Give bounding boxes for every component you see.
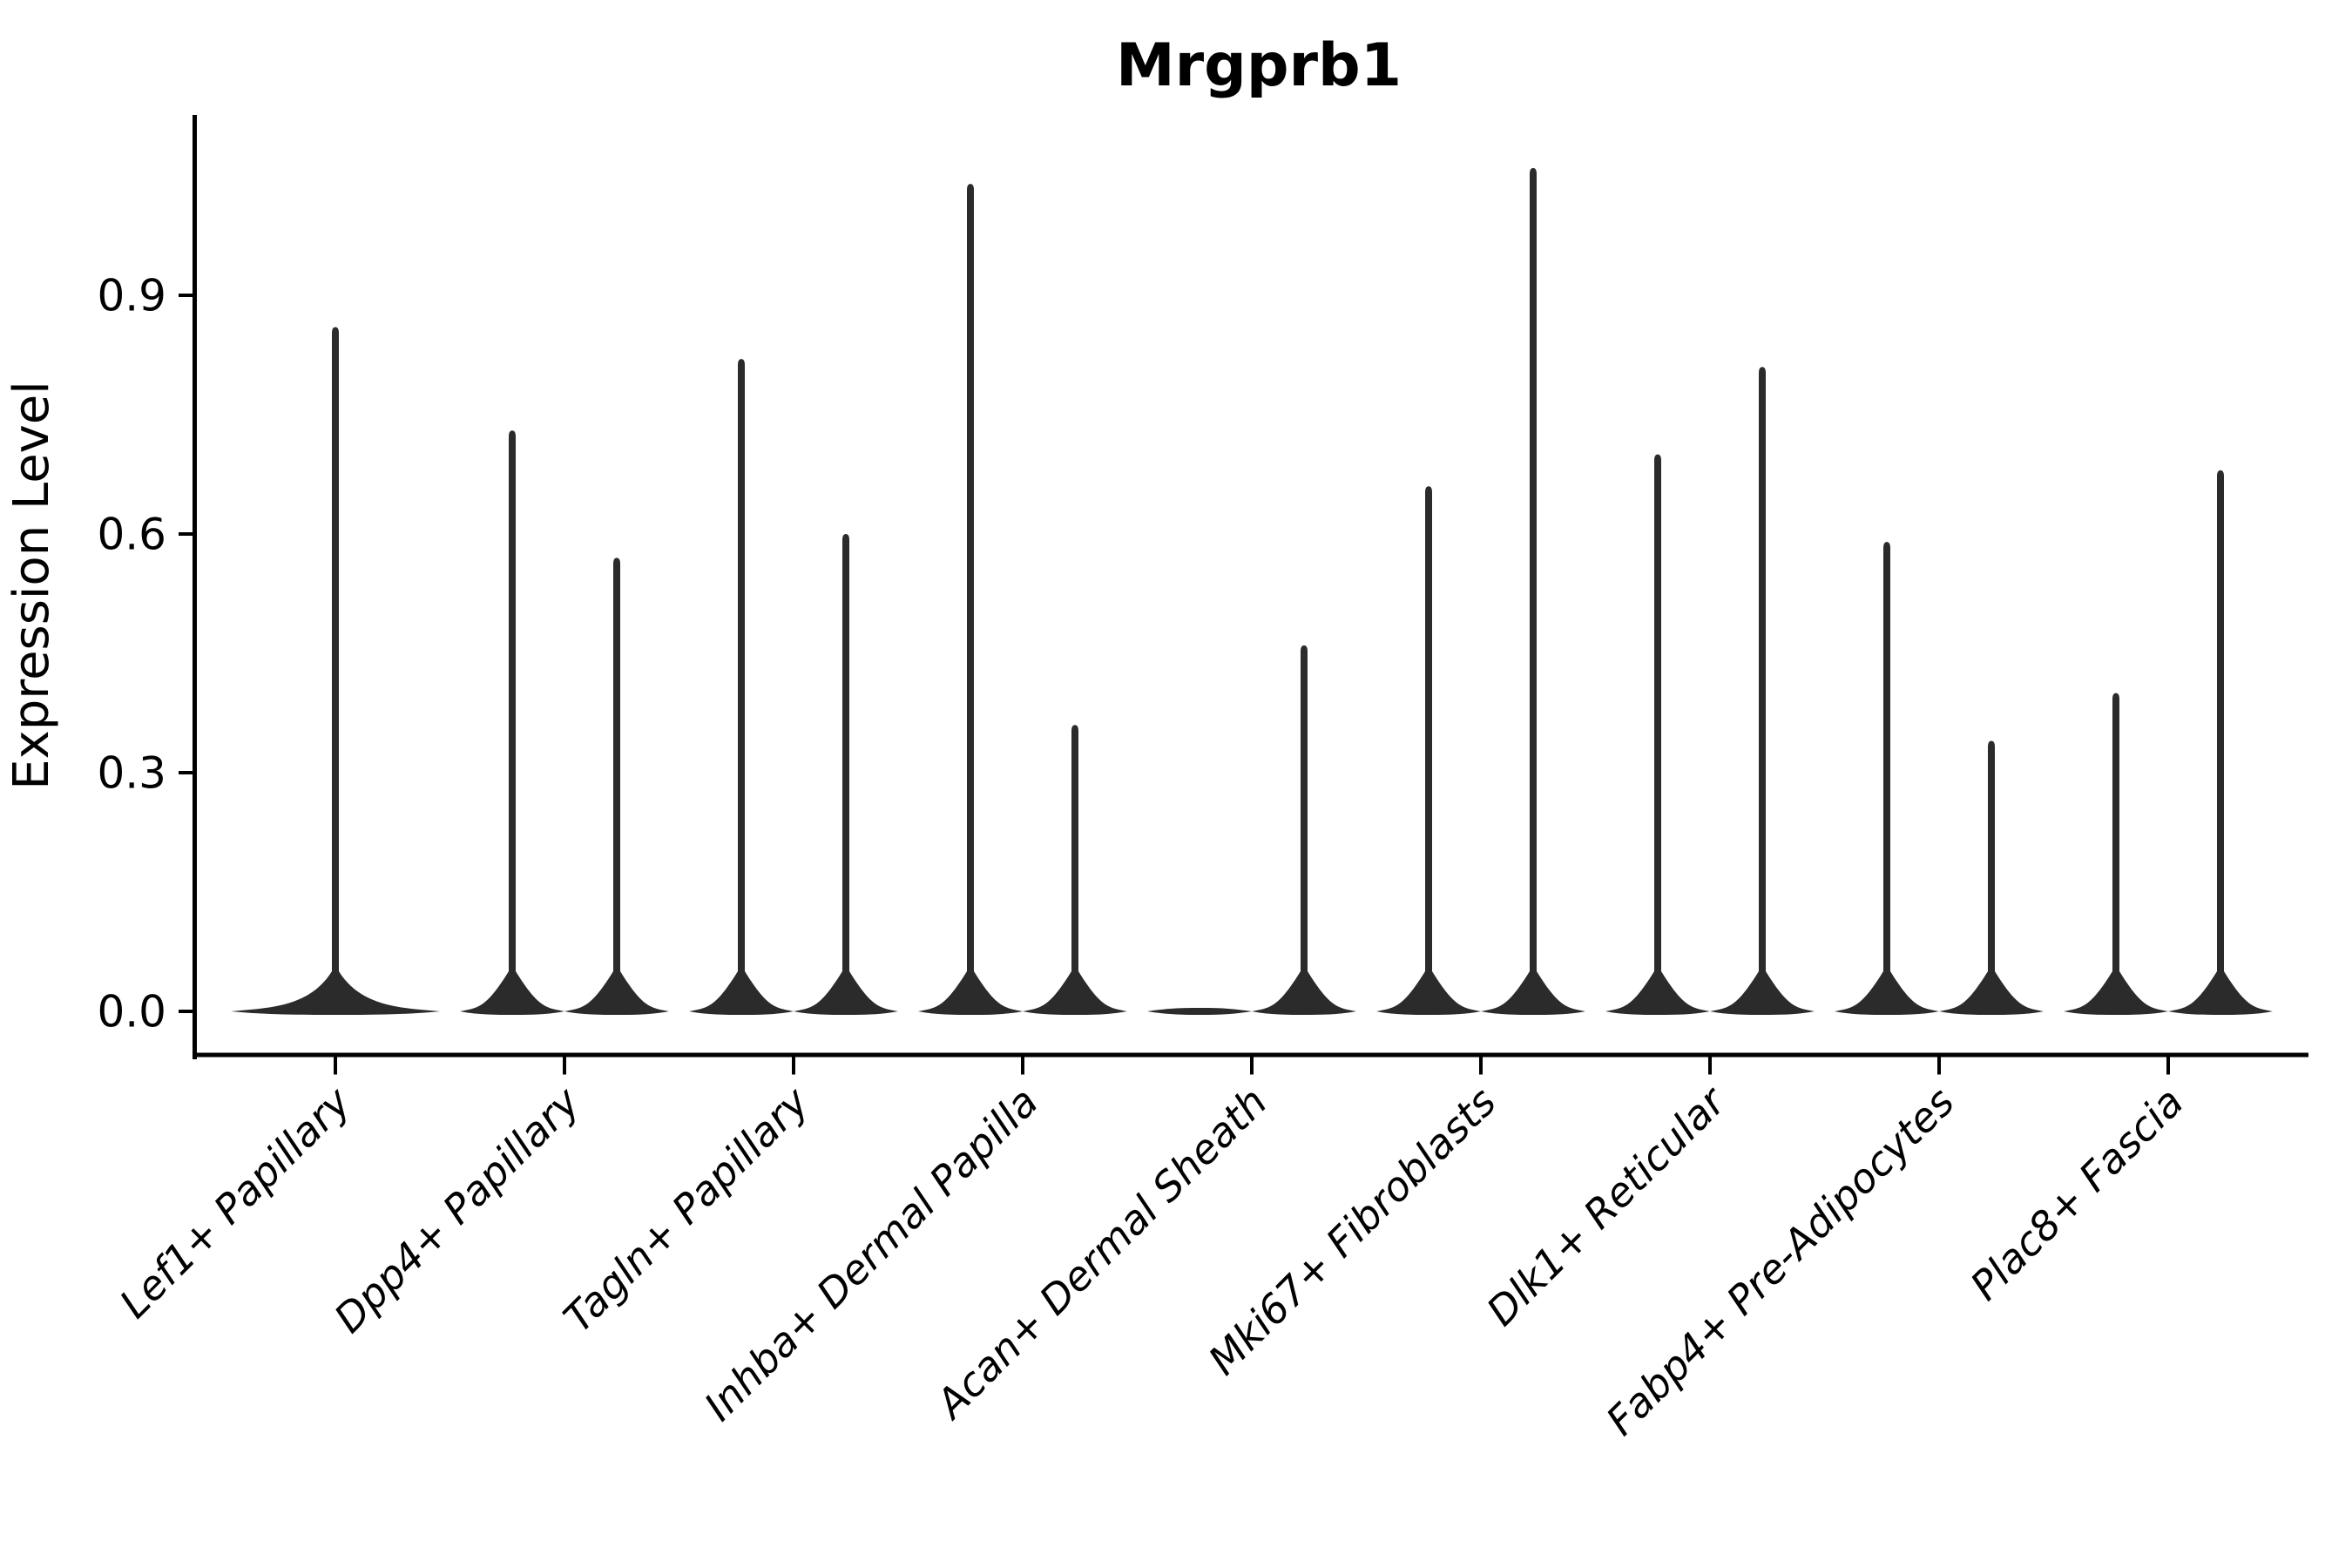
violin-1-right [564, 558, 669, 1015]
violin-3-left [918, 184, 1023, 1016]
violin-7-right [1939, 740, 2044, 1015]
violin-2-right [794, 534, 898, 1015]
violin-4-right [1252, 645, 1356, 1015]
y-tick-label: 0.0 [97, 987, 166, 1037]
violin-3-right [1023, 725, 1127, 1015]
y-axis-spine [193, 115, 197, 1059]
violin-8-right [2168, 470, 2273, 1015]
x-tick-label-1: Dpp4+ Papillary [325, 1078, 589, 1342]
x-tick-label-2: Tagln+ Papillary [554, 1078, 818, 1342]
violin-8-left [2064, 693, 2168, 1015]
violin-4-left [1147, 1008, 1252, 1015]
violin-5-left [1376, 486, 1481, 1015]
violin-7-left [1835, 542, 1939, 1015]
chart-title: Mrgprb1 [1116, 31, 1402, 100]
violin-2-left [689, 359, 794, 1015]
x-axis-spine [193, 1052, 2308, 1058]
violin-0-center [231, 327, 440, 1015]
y-tick-label: 0.3 [97, 748, 166, 799]
y-axis-label: Expression Level [3, 381, 60, 790]
y-tick-label: 0.9 [97, 271, 166, 321]
violin-5-right [1481, 167, 1585, 1016]
violin-6-left [1605, 454, 1710, 1015]
violins-layer [231, 167, 2273, 1016]
x-tick-label-0: Lef1+ Papillary [111, 1078, 360, 1327]
y-tick-label: 0.6 [97, 510, 166, 560]
x-tick-label-6: Dlk1+ Reticular [1477, 1076, 1736, 1335]
axes-layer [179, 115, 2308, 1075]
violin-6-right [1710, 367, 1815, 1015]
x-tick-label-8: Plac8+ Fascia [1961, 1078, 2192, 1309]
violin-1-left [460, 430, 564, 1015]
